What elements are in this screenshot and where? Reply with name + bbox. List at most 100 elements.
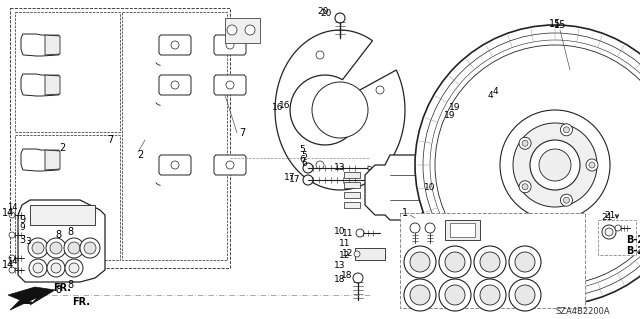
Circle shape: [445, 252, 465, 272]
Text: 3: 3: [25, 238, 31, 247]
Polygon shape: [45, 150, 60, 170]
Circle shape: [410, 285, 430, 305]
Text: 19: 19: [449, 103, 461, 113]
Bar: [225, 18, 260, 43]
Circle shape: [356, 229, 364, 237]
Text: 4: 4: [487, 91, 493, 100]
Text: 8: 8: [55, 285, 61, 295]
Text: 21: 21: [604, 211, 616, 220]
Circle shape: [500, 110, 610, 220]
Text: 17: 17: [284, 174, 296, 182]
Text: 10: 10: [334, 227, 346, 236]
Circle shape: [69, 263, 79, 273]
Text: 8: 8: [67, 280, 73, 290]
Circle shape: [439, 246, 471, 278]
Text: 16: 16: [272, 103, 284, 113]
Circle shape: [335, 13, 345, 23]
Circle shape: [245, 25, 255, 35]
Polygon shape: [159, 75, 191, 95]
Circle shape: [615, 225, 621, 231]
Text: 10: 10: [424, 183, 436, 192]
Text: 7: 7: [239, 128, 245, 138]
Circle shape: [589, 162, 595, 168]
Text: 5: 5: [299, 145, 305, 154]
Polygon shape: [368, 178, 374, 182]
Text: 6: 6: [299, 155, 305, 165]
Circle shape: [445, 285, 465, 305]
Circle shape: [84, 242, 96, 254]
Polygon shape: [368, 166, 374, 170]
Text: 20: 20: [317, 8, 329, 17]
Circle shape: [515, 252, 535, 272]
Text: B-21: B-21: [626, 235, 640, 245]
Text: 11: 11: [339, 239, 351, 248]
Text: 18: 18: [334, 276, 346, 285]
Polygon shape: [30, 205, 95, 225]
Polygon shape: [21, 74, 59, 96]
Circle shape: [354, 251, 360, 257]
Text: 8: 8: [67, 227, 73, 237]
Circle shape: [316, 51, 324, 59]
Circle shape: [522, 140, 528, 146]
Polygon shape: [214, 35, 246, 55]
Circle shape: [451, 127, 457, 133]
Circle shape: [404, 279, 436, 311]
Circle shape: [64, 238, 84, 258]
Circle shape: [226, 41, 234, 49]
Circle shape: [519, 137, 531, 149]
Polygon shape: [214, 75, 246, 95]
Bar: [344, 192, 360, 198]
Circle shape: [470, 153, 476, 159]
Text: 15: 15: [549, 19, 561, 29]
Bar: [355, 248, 385, 260]
Circle shape: [171, 41, 179, 49]
Circle shape: [46, 238, 66, 258]
Polygon shape: [159, 35, 191, 55]
Text: 16: 16: [279, 100, 291, 109]
Circle shape: [480, 252, 500, 272]
Bar: [400, 213, 585, 308]
Circle shape: [80, 238, 100, 258]
Circle shape: [171, 161, 179, 169]
Circle shape: [29, 259, 47, 277]
Circle shape: [68, 242, 80, 254]
Text: 9: 9: [19, 222, 25, 232]
Circle shape: [303, 175, 313, 185]
Circle shape: [226, 161, 234, 169]
Circle shape: [9, 212, 15, 218]
Polygon shape: [21, 34, 59, 56]
Circle shape: [563, 197, 570, 203]
Text: 5: 5: [301, 152, 307, 160]
Circle shape: [470, 121, 476, 127]
Circle shape: [454, 126, 482, 154]
Circle shape: [9, 267, 15, 273]
Text: 14: 14: [2, 260, 14, 270]
Polygon shape: [445, 220, 480, 240]
Circle shape: [51, 263, 61, 273]
Polygon shape: [159, 155, 191, 175]
Circle shape: [515, 285, 535, 305]
Polygon shape: [45, 75, 60, 95]
Text: 14: 14: [7, 257, 17, 266]
Polygon shape: [21, 149, 59, 171]
Text: 3: 3: [19, 235, 25, 245]
Circle shape: [451, 147, 457, 153]
Circle shape: [462, 134, 474, 146]
Circle shape: [563, 127, 570, 133]
Text: 19: 19: [444, 110, 456, 120]
Circle shape: [353, 273, 363, 283]
Text: 8: 8: [55, 230, 61, 240]
Text: 15: 15: [554, 20, 566, 30]
Text: 20: 20: [320, 9, 332, 18]
Circle shape: [509, 279, 541, 311]
Circle shape: [303, 163, 313, 173]
Circle shape: [28, 238, 48, 258]
Polygon shape: [438, 102, 496, 178]
Circle shape: [586, 159, 598, 171]
Polygon shape: [45, 35, 60, 55]
Text: 14: 14: [2, 208, 14, 218]
Text: 14: 14: [7, 204, 17, 212]
Text: 11: 11: [342, 228, 354, 238]
Circle shape: [425, 223, 435, 233]
Text: 13: 13: [334, 261, 346, 270]
